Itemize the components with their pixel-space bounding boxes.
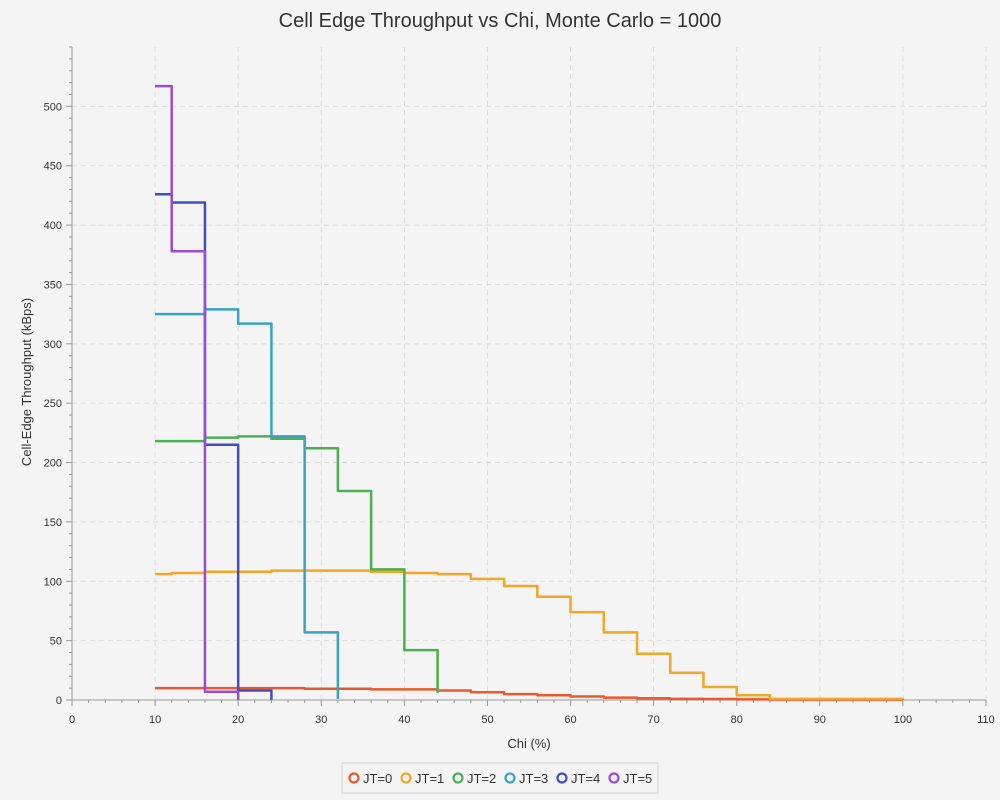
legend-label: JT=5 bbox=[623, 771, 652, 786]
legend-label: JT=0 bbox=[363, 771, 392, 786]
legend-marker bbox=[556, 772, 568, 784]
y-tick-label: 500 bbox=[44, 101, 62, 113]
x-tick-label: 90 bbox=[814, 714, 826, 726]
x-tick-label: 40 bbox=[398, 714, 410, 726]
series-line-jt4 bbox=[155, 192, 273, 700]
x-tick-label: 70 bbox=[648, 714, 660, 726]
axes bbox=[71, 47, 986, 701]
legend-box bbox=[341, 762, 659, 794]
y-axis-ticks: 0 50 100 150 200 250 300 350 400 450 500 bbox=[44, 46, 72, 707]
legend-marker bbox=[452, 772, 464, 784]
legend-marker bbox=[504, 772, 516, 784]
x-tick-label: 10 bbox=[149, 714, 161, 726]
legend-label: JT=3 bbox=[519, 771, 548, 786]
y-tick-label: 250 bbox=[44, 398, 62, 410]
x-tick-label: 20 bbox=[232, 714, 244, 726]
y-tick-label: 200 bbox=[44, 458, 62, 470]
legend-marker bbox=[348, 772, 360, 784]
legend-label: JT=2 bbox=[467, 771, 496, 786]
y-tick-label: 300 bbox=[44, 339, 62, 351]
y-axis-label: Cell-Edge Throughput (kBps) bbox=[19, 298, 34, 466]
chart-title: Cell Edge Throughput vs Chi, Monte Carlo… bbox=[279, 10, 722, 32]
x-tick-label: 30 bbox=[315, 714, 327, 726]
legend-label: JT=1 bbox=[415, 771, 444, 786]
series-line-jt2 bbox=[155, 435, 439, 693]
legend-marker bbox=[608, 772, 620, 784]
legend: JT=0 JT=1 JT=2 JT=3 JT=4 JT=5 bbox=[348, 771, 652, 786]
x-tick-label: 0 bbox=[69, 714, 75, 726]
series-line-jt1 bbox=[155, 569, 905, 701]
x-tick-label: 50 bbox=[481, 714, 493, 726]
legend-label: JT=4 bbox=[571, 771, 600, 786]
y-tick-label: 350 bbox=[44, 279, 62, 291]
y-tick-label: 150 bbox=[44, 517, 62, 529]
series-line-jt0 bbox=[155, 686, 905, 701]
x-tick-label: 60 bbox=[564, 714, 576, 726]
y-tick-label: 50 bbox=[50, 636, 62, 648]
x-tick-label: 110 bbox=[977, 714, 995, 726]
series-lines bbox=[155, 84, 905, 701]
legend-marker bbox=[400, 772, 412, 784]
x-tick-label: 100 bbox=[894, 714, 912, 726]
series-line-jt5 bbox=[155, 84, 240, 700]
y-tick-label: 450 bbox=[44, 161, 62, 173]
x-axis-ticks: 0 10 20 30 40 50 60 70 80 90 100 110 bbox=[69, 700, 995, 726]
y-tick-label: 100 bbox=[44, 576, 62, 588]
x-axis-label: Chi (%) bbox=[507, 736, 550, 751]
y-tick-label: 0 bbox=[56, 695, 62, 707]
x-tick-label: 80 bbox=[731, 714, 743, 726]
grid-lines bbox=[72, 47, 987, 700]
y-tick-label: 400 bbox=[44, 220, 62, 232]
